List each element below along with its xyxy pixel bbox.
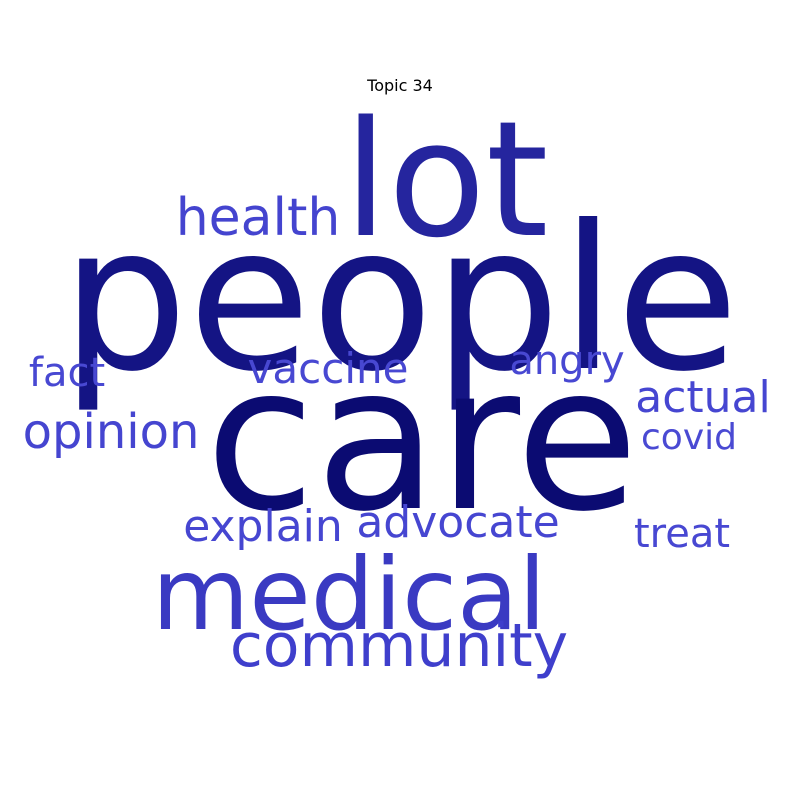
word-medical: medical [151,536,547,653]
word-care: care [205,323,639,556]
word-actual: actual [635,372,771,423]
word-lot: lot [343,86,549,273]
word-opinion: opinion [22,404,200,460]
word-treat: treat [633,511,731,557]
word-vaccine: vaccine [247,344,409,393]
word-fact: fact [28,350,106,396]
word-advocate: advocate [356,497,560,548]
figure-title: Topic 34 [367,76,433,95]
word-explain: explain [183,501,343,552]
word-community: community [229,611,569,681]
word-people: people [61,183,739,416]
word-angry: angry [509,338,625,384]
word-covid: covid [641,417,737,458]
word-health: health [175,188,341,248]
